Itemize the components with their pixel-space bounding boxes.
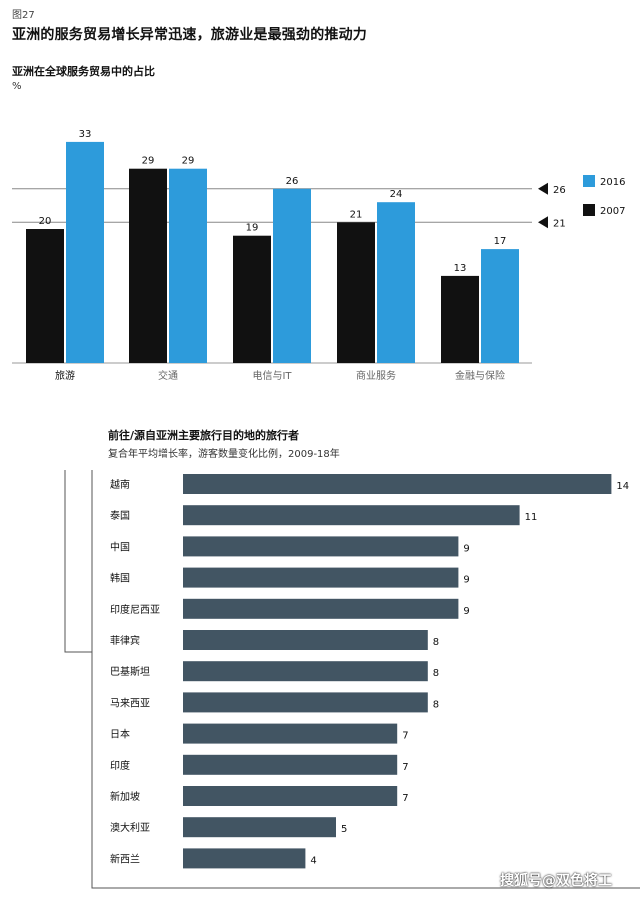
chart2-title: 前往/源自亚洲主要旅行目的地的旅行者: [108, 429, 300, 442]
data-label: 8: [433, 637, 439, 648]
data-label: 26: [286, 176, 299, 187]
legend-label: 2007: [600, 206, 625, 217]
category-label: 泰国: [110, 509, 130, 522]
panel-frame: [91, 470, 640, 889]
data-label: 21: [350, 209, 363, 220]
watermark: 搜狐号@双色将工: [500, 873, 612, 889]
category-label: 日本: [110, 728, 130, 741]
data-label: 17: [494, 236, 507, 247]
bar: [183, 817, 336, 838]
category-label: 澳大利亚: [110, 821, 150, 834]
bar-2016: [273, 188, 311, 363]
category-label: 电信与IT: [252, 369, 292, 382]
bar-2007: [233, 235, 271, 363]
data-label: 9: [463, 606, 469, 617]
category-label: 中国: [110, 540, 130, 553]
bar: [183, 474, 612, 494]
connector-line: [64, 470, 92, 653]
chart2-subtitle: 复合年平均增长率，游客数量变化比例，2009-18年: [108, 449, 340, 460]
category-label: 新加坡: [110, 790, 140, 803]
bar-2016: [66, 141, 104, 363]
legend-swatch: [583, 204, 595, 216]
bar: [183, 598, 459, 619]
bar-2007: [441, 275, 479, 363]
bar-2007: [26, 229, 64, 363]
bar: [183, 848, 306, 869]
data-label: 13: [454, 263, 467, 274]
data-label: 11: [525, 512, 538, 523]
category-label: 交通: [158, 369, 178, 382]
bar-2016: [169, 168, 207, 363]
bar: [183, 661, 428, 682]
bar-2007: [337, 222, 375, 363]
bar-2016: [481, 249, 519, 363]
bar-2016: [377, 202, 415, 363]
legend-swatch: [583, 175, 595, 187]
reference-label: 21: [553, 218, 566, 229]
category-label: 旅游: [55, 369, 75, 382]
data-label: 24: [390, 189, 403, 200]
bar: [183, 692, 428, 713]
category-label: 印度: [110, 759, 130, 772]
data-label: 8: [433, 699, 439, 710]
legend-label: 2016: [600, 177, 625, 188]
data-label: 29: [182, 156, 195, 167]
data-label: 19: [246, 223, 259, 234]
bar: [183, 630, 428, 650]
reference-arrow-icon: [538, 182, 548, 195]
bar: [183, 505, 520, 526]
chart1-unit: %: [12, 81, 22, 92]
data-label: 9: [463, 575, 469, 586]
data-label: 7: [402, 731, 408, 742]
category-label: 韩国: [110, 572, 130, 585]
data-label: 20: [39, 216, 52, 227]
reference-label: 26: [553, 185, 566, 196]
data-label: 33: [79, 129, 92, 140]
data-label: 29: [142, 156, 155, 167]
data-label: 14: [616, 481, 629, 492]
bar: [183, 754, 398, 775]
category-label: 马来西亚: [110, 697, 150, 709]
figure-label: 图27: [12, 10, 35, 21]
bar: [183, 536, 459, 557]
category-label: 巴基斯坦: [110, 665, 150, 678]
page-title: 亚洲的服务贸易增长异常迅速，旅游业是最强劲的推动力: [12, 27, 367, 43]
category-label: 菲律宾: [110, 634, 140, 647]
data-label: 4: [310, 855, 316, 866]
reference-arrow-icon: [538, 216, 548, 229]
data-label: 9: [463, 543, 469, 554]
bar: [183, 786, 398, 806]
chart1-subtitle: 亚洲在全球服务贸易中的占比: [12, 65, 155, 78]
bar: [183, 723, 398, 744]
data-label: 7: [402, 793, 408, 804]
bar: [183, 567, 459, 588]
data-label: 5: [341, 824, 347, 835]
category-label: 金融与保险: [455, 369, 505, 382]
category-label: 商业服务: [356, 369, 396, 382]
data-label: 7: [402, 762, 408, 773]
category-label: 新西兰: [110, 852, 140, 865]
category-label: 印度尼西亚: [110, 603, 160, 616]
share-bar-chart: 26 21 20 33 旅游 29 29 交通 19 26 电信与IT 21 24 商业服务 13 17 金融与…: [12, 129, 625, 382]
data-label: 8: [433, 668, 439, 679]
traveler-growth-chart: 越南 14 泰国 11 中国 9 韩国 9 印度尼西亚 9 菲律宾 8 巴基斯坦 8 马来西亚 8 日本 7 印度 7…: [64, 470, 640, 889]
category-label: 越南: [110, 478, 130, 491]
bar-2007: [129, 168, 167, 363]
